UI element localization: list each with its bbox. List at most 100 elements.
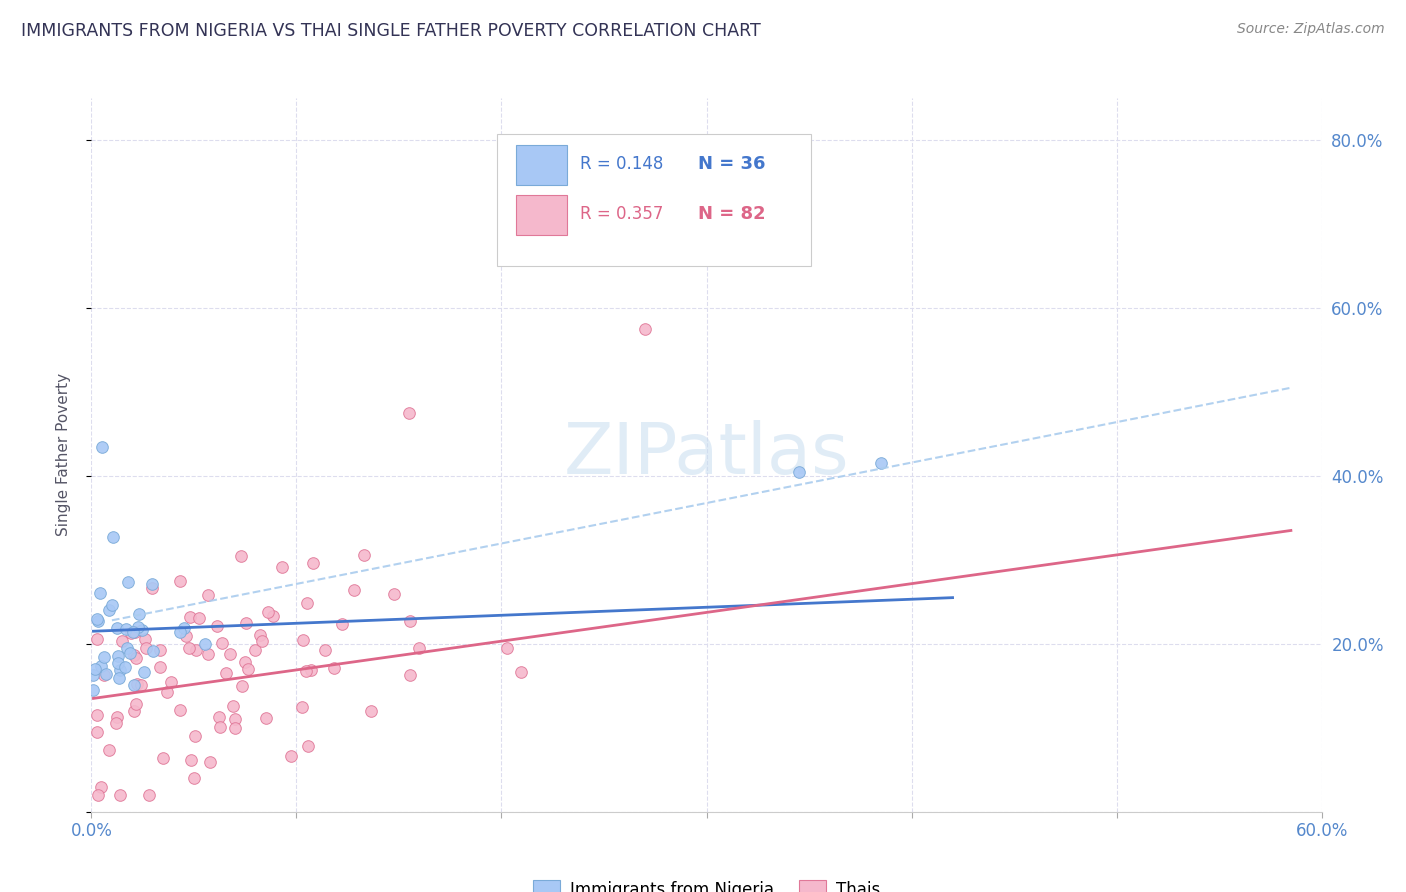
Point xyxy=(134,665,156,679)
Point xyxy=(149,660,172,674)
Point xyxy=(125,697,148,711)
Point xyxy=(93,668,115,682)
Point xyxy=(120,626,142,640)
Point xyxy=(235,655,257,669)
Point xyxy=(215,666,238,681)
Point xyxy=(122,648,145,663)
Point xyxy=(82,668,104,682)
Point xyxy=(184,729,207,743)
Point xyxy=(152,750,174,764)
Point xyxy=(183,771,205,785)
Point xyxy=(105,709,128,723)
Point xyxy=(94,666,117,681)
Point xyxy=(120,646,142,660)
Point xyxy=(104,715,127,730)
Point xyxy=(297,596,319,610)
Point xyxy=(125,651,148,665)
Point xyxy=(90,780,112,794)
Point xyxy=(131,623,153,637)
Point xyxy=(224,721,246,735)
Point xyxy=(398,614,420,628)
Point xyxy=(90,659,112,673)
Point xyxy=(209,720,232,734)
FancyBboxPatch shape xyxy=(516,145,568,186)
Point xyxy=(193,637,215,651)
Point xyxy=(294,664,316,678)
FancyBboxPatch shape xyxy=(498,134,811,266)
Point xyxy=(292,633,315,648)
Point xyxy=(297,739,319,753)
Text: R = 0.357: R = 0.357 xyxy=(579,205,664,223)
Point xyxy=(173,621,195,635)
Point xyxy=(330,616,353,631)
Point xyxy=(249,628,271,642)
Point xyxy=(236,662,259,676)
Point xyxy=(111,634,134,648)
Point xyxy=(82,683,104,698)
Legend: Immigrants from Nigeria, Thais: Immigrants from Nigeria, Thais xyxy=(527,873,886,892)
Point xyxy=(208,710,231,724)
Point xyxy=(257,605,280,619)
Point xyxy=(235,616,257,631)
Point xyxy=(121,625,143,640)
Point xyxy=(169,624,191,639)
Point xyxy=(262,609,284,624)
Point xyxy=(86,725,108,739)
Point xyxy=(141,577,163,591)
Point xyxy=(87,614,110,628)
Point xyxy=(186,643,208,657)
Point xyxy=(314,643,336,657)
Y-axis label: Single Father Poverty: Single Father Poverty xyxy=(56,374,70,536)
Point xyxy=(127,620,149,634)
Point xyxy=(134,632,156,646)
Point xyxy=(250,634,273,648)
Point xyxy=(360,704,382,718)
FancyBboxPatch shape xyxy=(516,195,568,235)
Point xyxy=(124,625,146,640)
Point xyxy=(408,641,430,656)
Point xyxy=(229,549,252,563)
Point xyxy=(254,711,277,725)
Point xyxy=(179,609,201,624)
Point xyxy=(122,677,145,691)
Point xyxy=(398,406,420,420)
Point xyxy=(115,622,138,636)
Point xyxy=(270,560,292,574)
Point xyxy=(93,649,115,664)
Text: ZIPatlas: ZIPatlas xyxy=(564,420,849,490)
Point xyxy=(125,676,148,690)
Point xyxy=(222,699,245,714)
Point xyxy=(582,217,605,231)
Point xyxy=(141,581,163,595)
Point xyxy=(138,788,160,802)
Point xyxy=(86,632,108,646)
Point xyxy=(117,575,139,590)
Point xyxy=(299,663,322,677)
Point xyxy=(128,607,150,621)
Point xyxy=(219,647,242,661)
Point xyxy=(105,621,128,635)
Point xyxy=(197,588,219,602)
Point xyxy=(156,685,179,699)
Text: IMMIGRANTS FROM NIGERIA VS THAI SINGLE FATHER POVERTY CORRELATION CHART: IMMIGRANTS FROM NIGERIA VS THAI SINGLE F… xyxy=(21,22,761,40)
Point xyxy=(107,656,129,670)
Point xyxy=(301,556,323,570)
Point xyxy=(343,582,366,597)
Point xyxy=(142,644,165,658)
Point xyxy=(787,465,810,479)
Point xyxy=(180,753,202,767)
Point xyxy=(169,703,191,717)
Point xyxy=(98,743,121,757)
Point xyxy=(399,668,422,682)
Point xyxy=(509,665,531,679)
Text: R = 0.148: R = 0.148 xyxy=(579,155,664,173)
Point xyxy=(160,675,183,690)
Point xyxy=(198,755,221,769)
Point xyxy=(177,641,200,656)
Point xyxy=(114,660,136,674)
Point xyxy=(110,663,132,677)
Point xyxy=(86,612,108,626)
Point xyxy=(211,636,233,650)
Point xyxy=(224,712,246,726)
Point xyxy=(174,629,197,643)
